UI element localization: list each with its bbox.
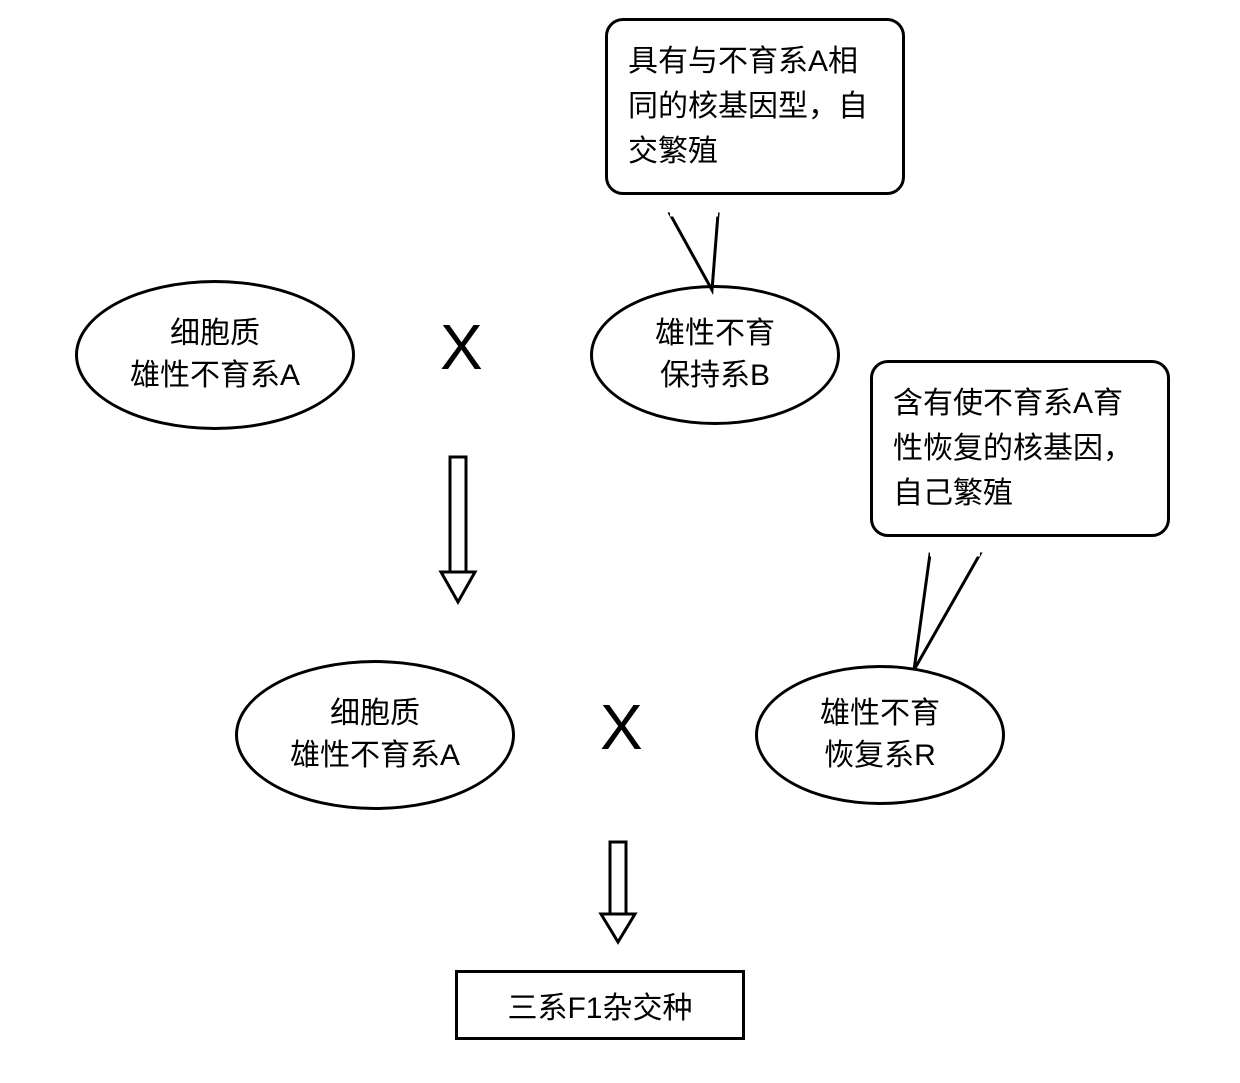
- ellipse-b-line2: 保持系B: [655, 355, 775, 397]
- ellipse-a1-line1: 细胞质: [130, 313, 300, 355]
- cross-symbol-1: X: [440, 310, 483, 384]
- ellipse-r-line2: 恢复系R: [820, 735, 940, 777]
- callout-r-tail: [890, 550, 990, 680]
- arrow-down-1: [438, 455, 478, 605]
- cross-symbol-2: X: [600, 690, 643, 764]
- ellipse-a2-label: 细胞质 雄性不育系A: [290, 693, 460, 777]
- result-box: 三系F1杂交种: [455, 970, 745, 1040]
- ellipse-b-line1: 雄性不育: [655, 313, 775, 355]
- arrow-down-2: [598, 840, 638, 945]
- result-label: 三系F1杂交种: [507, 983, 692, 1027]
- ellipse-a2-line1: 细胞质: [290, 693, 460, 735]
- ellipse-r-line1: 雄性不育: [820, 693, 940, 735]
- ellipse-a2-line2: 雄性不育系A: [290, 735, 460, 777]
- ellipse-r-label: 雄性不育 恢复系R: [820, 693, 940, 777]
- ellipse-sterile-a1: 细胞质 雄性不育系A: [75, 280, 355, 430]
- callout-restorer-r: 含有使不育系A育性恢复的核基因，自己繁殖: [870, 360, 1170, 537]
- ellipse-a1-line2: 雄性不育系A: [130, 355, 300, 397]
- ellipse-a1-label: 细胞质 雄性不育系A: [130, 313, 300, 397]
- ellipse-restorer-r: 雄性不育 恢复系R: [755, 665, 1005, 805]
- ellipse-b-label: 雄性不育 保持系B: [655, 313, 775, 397]
- callout-b-text: 具有与不育系A相同的核基因型，自交繁殖: [628, 45, 868, 168]
- ellipse-sterile-a2: 细胞质 雄性不育系A: [235, 660, 515, 810]
- ellipse-maintainer-b: 雄性不育 保持系B: [590, 285, 840, 425]
- callout-maintainer-b: 具有与不育系A相同的核基因型，自交繁殖: [605, 18, 905, 195]
- callout-r-text: 含有使不育系A育性恢复的核基因，自己繁殖: [893, 387, 1133, 510]
- callout-b-tail: [660, 210, 750, 300]
